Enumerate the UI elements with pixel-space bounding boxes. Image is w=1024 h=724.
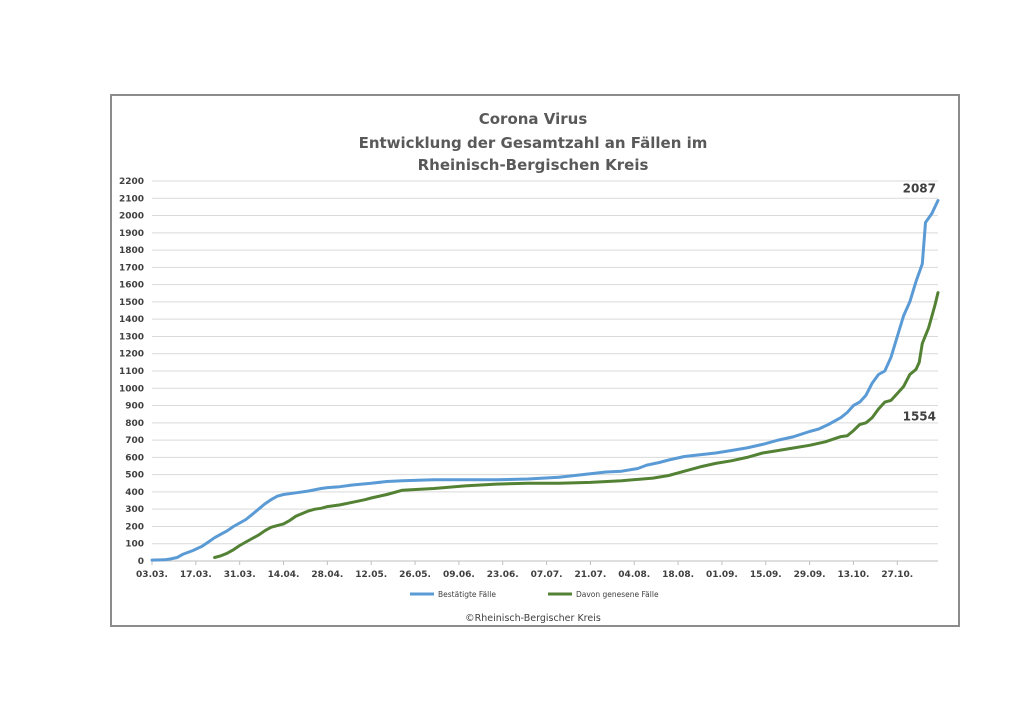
y-tick-label: 1100 [119,367,144,377]
y-tick-label: 2000 [119,212,144,222]
x-tick-label: 18.08. [662,570,694,580]
x-tick-label: 21.07. [574,570,606,580]
y-tick-label: 1900 [119,229,144,239]
y-tick-label: 1400 [119,315,144,325]
chart-title-line-2: Entwicklung der Gesamtzahl an Fällen im [359,134,708,152]
series-lines [150,199,940,562]
x-tick-label: 01.09. [706,570,738,580]
gridlines [151,180,938,565]
y-tick-label: 500 [125,471,144,481]
chart-frame: Corona Virus Entwicklung der Gesamtzahl … [110,94,960,627]
y-tick-label: 300 [125,505,144,515]
x-tick-label: 17.03. [180,570,212,580]
end-value-labels: 2087 1554 [903,182,936,424]
y-tick-label: 1200 [119,350,144,360]
y-tick-label: 2200 [119,177,144,187]
y-axis-tick-labels: 0 100 200 300 400 500 600 700 800 900 1000 1100 1200… [119,177,144,567]
y-tick-label: 1700 [119,263,144,273]
x-tick-label: 23.06. [487,570,519,580]
x-tick-label: 29.09. [794,570,826,580]
y-tick-label: 900 [125,402,144,412]
chart-title-line-3: Rheinisch-Bergischen Kreis [418,156,649,174]
x-tick-label: 26.05. [399,570,431,580]
y-tick-label: 600 [125,453,144,463]
y-tick-label: 1600 [119,281,144,291]
x-tick-label: 09.06. [443,570,475,580]
y-tick-label: 400 [125,488,144,498]
y-tick-label: 2100 [119,194,144,204]
y-tick-label: 1000 [119,384,144,394]
x-tick-label: 27.10. [881,570,913,580]
y-tick-label: 100 [125,540,144,550]
x-tick-label: 15.09. [750,570,782,580]
x-tick-label: 07.07. [531,570,563,580]
x-tick-label: 04.08. [618,570,650,580]
x-tick-label: 12.05. [355,570,387,580]
chart-title: Corona Virus Entwicklung der Gesamtzahl … [359,110,708,174]
end-label-genesene: 1554 [903,410,936,424]
y-tick-label: 1300 [119,332,144,342]
chart-title-line-1: Corona Virus [479,110,588,128]
y-tick-label: 200 [125,522,144,532]
y-tick-label: 1500 [119,298,144,308]
y-tick-label: 1800 [119,246,144,256]
legend: Bestätigte Fälle Davon genesene Fälle [410,590,659,599]
legend-label: Davon genesene Fälle [576,590,659,599]
series-line-bestaetigte-faelle [150,199,940,562]
x-tick-label: 31.03. [224,570,256,580]
x-tick-label: 14.04. [268,570,300,580]
x-tick-label: 28.04. [311,570,343,580]
x-tick-label: 13.10. [838,570,870,580]
x-tick-label: 03.03. [136,570,168,580]
y-tick-label: 800 [125,419,144,429]
y-tick-label: 700 [125,436,144,446]
x-axis-tick-labels: 03.03. 17.03. 31.03. 14.04. 28.04. 12.05. 26.0… [136,570,913,580]
copyright-note: ©Rheinisch-Bergischer Kreis [465,613,601,624]
chart-svg: Corona Virus Entwicklung der Gesamtzahl … [119,110,940,624]
series-line-genesene-faelle [213,291,940,559]
legend-label: Bestätigte Fälle [438,590,496,599]
end-label-bestaetigte: 2087 [903,182,936,196]
y-tick-label: 0 [138,557,144,567]
